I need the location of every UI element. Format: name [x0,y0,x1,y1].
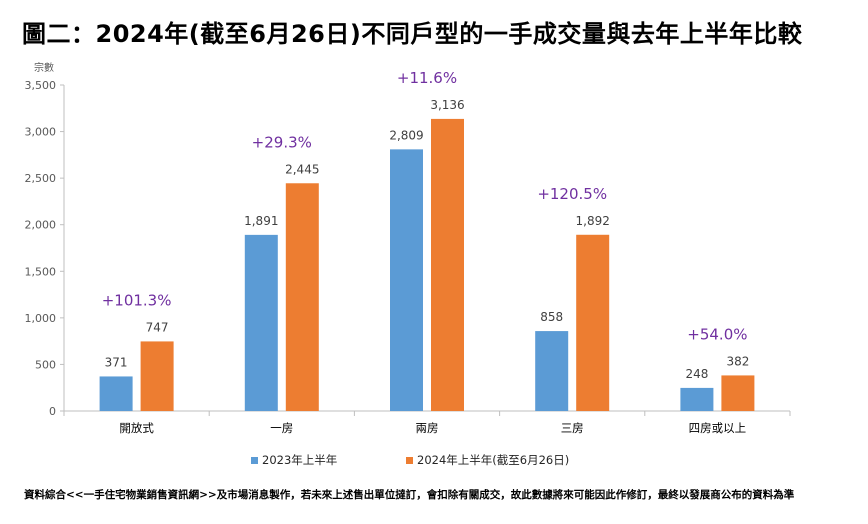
y-tick-label: 0 [49,405,56,418]
value-label: 1,892 [576,214,610,228]
change-annotation: +11.6% [397,69,457,87]
bar-2023-4 [680,387,714,411]
x-tick-labels: 開放式 一房 兩房 三房 四房或以上 [119,421,746,435]
y-tick-label: 3,500 [25,79,57,92]
page-title: 圖二：2024年(截至6月26日)不同戶型的一手成交量與去年上半年比較 [22,20,803,48]
x-tick-label: 一房 [270,421,293,435]
y-ticks: 0 500 1,000 1,500 2,000 2,500 3,000 3,500 [25,79,791,418]
x-tick-label: 三房 [561,421,584,435]
footnote: 資料綜合<<一手住宅物業銷售資訊網>>及市場消息製作，若未來上述售出單位撻訂，會… [24,489,795,501]
value-label: 382 [726,354,749,368]
y-tick-label: 2,500 [25,172,57,185]
change-annotation: +101.3% [102,291,172,309]
value-label: 371 [105,355,128,369]
value-label: 858 [540,310,563,324]
bar-2024-4 [721,375,755,411]
x-tick-label: 四房或以上 [689,421,747,435]
x-tick-label: 兩房 [416,421,439,435]
y-tick-label: 3,000 [25,126,57,139]
y-tick-label: 1,500 [25,265,57,278]
value-label: 3,136 [430,98,464,112]
change-annotations: +101.3% +29.3% +11.6% +120.5% +54.0% [102,69,748,344]
value-label: 747 [146,320,169,334]
change-annotation: +54.0% [687,325,747,343]
bar-2024-0 [140,341,174,411]
value-label: 248 [685,367,708,381]
bar-2024-2 [431,118,464,412]
bar-2023-2 [390,149,423,412]
bars [99,118,755,412]
value-label: 2,445 [285,162,319,176]
legend-label: 2023年上半年 [262,453,337,467]
value-label: 2,809 [389,128,423,142]
legend-label: 2024年上半年(截至6月26日) [417,453,569,467]
legend-swatch [251,457,258,464]
bar-2024-1 [285,183,319,411]
bar-2024-3 [576,234,610,411]
y-axis-label: 宗數 [34,61,54,74]
value-labels: 371 747 1,891 2,445 2,809 3,136 858 1,892 248 382 [105,98,750,381]
value-label: 1,891 [244,214,278,228]
change-annotation: +29.3% [252,133,312,151]
y-tick-label: 2,000 [25,219,57,232]
bar-2023-0 [99,376,133,411]
change-annotation: +120.5% [537,185,607,203]
legend: 2023年上半年 2024年上半年(截至6月26日) [251,453,569,467]
y-tick-label: 500 [35,358,56,371]
bar-2023-1 [244,234,278,411]
bar-2023-3 [535,331,569,411]
legend-swatch [406,457,413,464]
x-tick-label: 開放式 [119,421,154,435]
y-tick-label: 1,000 [25,312,57,325]
